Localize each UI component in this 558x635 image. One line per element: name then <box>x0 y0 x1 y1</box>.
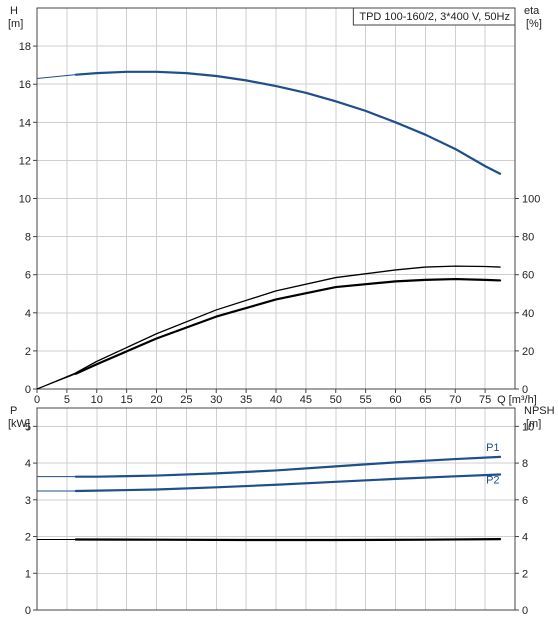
y-axis-unit-right: [%] <box>526 18 542 30</box>
x-tick-label: 50 <box>330 394 342 406</box>
y-axis-unit-right: [m] <box>526 418 541 430</box>
y-tick-label-right: 2 <box>522 568 528 580</box>
x-tick-label: 5 <box>64 394 70 406</box>
series-line <box>74 277 502 375</box>
y-tick-label-left: 1 <box>25 568 31 580</box>
series-label: P2 <box>486 474 499 486</box>
y-tick-label-left: 8 <box>25 232 31 244</box>
y-tick-label-left: 12 <box>19 155 31 167</box>
y-tick-label-left: 0 <box>25 384 31 396</box>
x-tick-label: 70 <box>449 394 461 406</box>
y-tick-label-left: 6 <box>25 270 31 282</box>
y-axis-label-left: P <box>10 405 17 417</box>
chart-title-box <box>352 7 516 26</box>
y-axis-unit-left: [kW] <box>8 418 30 430</box>
x-tick-label: 65 <box>419 394 431 406</box>
y-tick-label-right: 40 <box>522 308 534 320</box>
y-tick-label-right: 10 <box>522 421 534 433</box>
y-tick-label-right: 100 <box>522 194 540 206</box>
x-tick-label: 15 <box>121 394 133 406</box>
series-line <box>75 265 501 374</box>
series-line <box>74 473 502 493</box>
y-tick-label-left: 2 <box>25 532 31 544</box>
y-tick-label-right: 6 <box>522 495 528 507</box>
y-tick-label-left: 18 <box>19 41 31 53</box>
x-tick-label: 40 <box>270 394 282 406</box>
series-line <box>74 538 502 542</box>
x-tick-label: 60 <box>389 394 401 406</box>
x-axis-label: Q [m³/h] <box>497 394 537 406</box>
x-tick-label: 45 <box>300 394 312 406</box>
y-tick-label-left: 16 <box>19 79 31 91</box>
series-line-extension <box>36 74 76 79</box>
y-tick-label-left: 10 <box>19 194 31 206</box>
x-tick-label: 0 <box>34 394 40 406</box>
y-axis-label-right: eta <box>524 5 540 17</box>
y-tick-label-right: 8 <box>522 458 528 470</box>
x-tick-label: 55 <box>360 394 372 406</box>
x-tick-label: 75 <box>479 394 491 406</box>
y-axis-label-left: H <box>10 5 18 17</box>
y-tick-label-right: 20 <box>522 346 534 358</box>
series-line <box>74 70 502 175</box>
x-tick-label: 20 <box>150 394 162 406</box>
y-tick-label-right: 60 <box>522 270 534 282</box>
series-label: P1 <box>486 442 499 454</box>
y-tick-label-left: 2 <box>25 346 31 358</box>
y-tick-label-left: 3 <box>25 495 31 507</box>
y-tick-label-right: 0 <box>522 605 528 617</box>
y-tick-label-left: 14 <box>19 117 31 129</box>
y-axis-unit-left: [m] <box>8 18 23 30</box>
series-line-extension <box>36 373 77 390</box>
x-tick-label: 35 <box>240 394 252 406</box>
y-tick-label-right: 0 <box>522 384 528 396</box>
y-tick-label-left: 4 <box>25 458 31 470</box>
x-tick-label: 25 <box>180 394 192 406</box>
y-tick-label-left: 0 <box>25 605 31 617</box>
x-tick-label: 10 <box>91 394 103 406</box>
chart-title: TPD 100-160/2, 3*400 V, 50Hz <box>359 11 510 23</box>
y-tick-label-left: 4 <box>25 308 31 320</box>
x-tick-label: 30 <box>210 394 222 406</box>
series-line <box>74 455 502 478</box>
y-tick-label-left: 5 <box>25 421 31 433</box>
y-tick-label-right: 4 <box>522 532 528 544</box>
plot-frame <box>36 407 516 611</box>
y-axis-label-right: NPSH <box>524 405 555 417</box>
y-tick-label-right: 80 <box>522 232 534 244</box>
